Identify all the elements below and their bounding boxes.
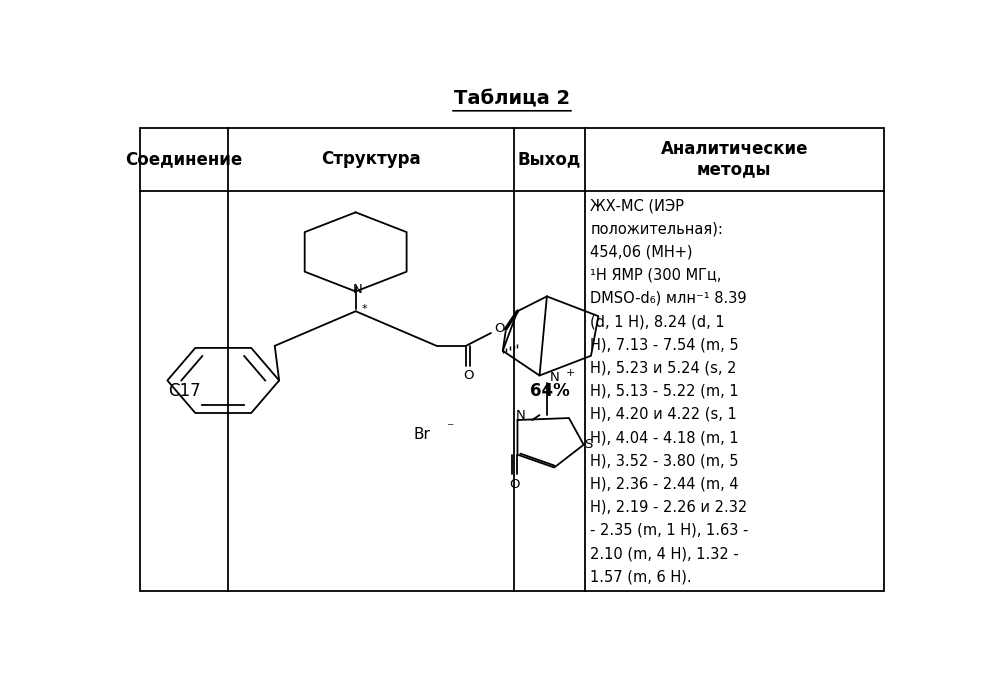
Text: H), 7.13 - 7.54 (m, 5: H), 7.13 - 7.54 (m, 5: [590, 337, 739, 352]
Text: H), 2.36 - 2.44 (m, 4: H), 2.36 - 2.44 (m, 4: [590, 477, 739, 491]
Text: положительная):: положительная):: [590, 221, 723, 236]
Text: ⁻: ⁻: [447, 421, 454, 435]
Text: H), 4.04 - 4.18 (m, 1: H), 4.04 - 4.18 (m, 1: [590, 430, 739, 445]
Text: ¹Н ЯМР (300 МГц,: ¹Н ЯМР (300 МГц,: [590, 268, 721, 283]
Text: N: N: [353, 283, 362, 296]
Text: Таблица 2: Таблица 2: [454, 90, 570, 109]
Text: O: O: [495, 322, 505, 335]
Text: +: +: [565, 368, 575, 378]
Text: Соединение: Соединение: [126, 150, 243, 168]
Text: S: S: [583, 438, 592, 452]
Text: H), 5.23 и 5.24 (s, 2: H), 5.23 и 5.24 (s, 2: [590, 360, 736, 375]
Text: O: O: [463, 369, 474, 382]
Text: 2.10 (m, 4 H), 1.32 -: 2.10 (m, 4 H), 1.32 -: [590, 546, 739, 561]
Text: *: *: [362, 304, 368, 314]
Text: (d, 1 H), 8.24 (d, 1: (d, 1 H), 8.24 (d, 1: [590, 314, 725, 329]
Text: Br: Br: [414, 427, 431, 442]
Text: N: N: [549, 371, 559, 384]
Text: H), 2.19 - 2.26 и 2.32: H), 2.19 - 2.26 и 2.32: [590, 500, 747, 514]
Bar: [140, 128, 883, 592]
Text: N: N: [515, 408, 525, 422]
Text: - 2.35 (m, 1 H), 1.63 -: - 2.35 (m, 1 H), 1.63 -: [590, 523, 748, 538]
Text: DMSO-d₆) млн⁻¹ 8.39: DMSO-d₆) млн⁻¹ 8.39: [590, 291, 747, 306]
Text: 454,06 (МН+): 454,06 (МН+): [590, 245, 692, 260]
Text: Аналитические
методы: Аналитические методы: [660, 140, 808, 178]
Text: С17: С17: [168, 382, 201, 400]
Text: 64%: 64%: [529, 382, 569, 400]
Text: ЖХ-МС (ИЭР: ЖХ-МС (ИЭР: [590, 198, 684, 213]
Text: Выход: Выход: [517, 150, 581, 168]
Text: Структура: Структура: [322, 150, 421, 168]
Text: H), 4.20 и 4.22 (s, 1: H), 4.20 и 4.22 (s, 1: [590, 407, 737, 422]
Text: 1.57 (m, 6 H).: 1.57 (m, 6 H).: [590, 569, 692, 584]
Text: H), 3.52 - 3.80 (m, 5: H), 3.52 - 3.80 (m, 5: [590, 454, 738, 468]
Text: H), 5.13 - 5.22 (m, 1: H), 5.13 - 5.22 (m, 1: [590, 384, 739, 399]
Text: O: O: [509, 478, 519, 491]
